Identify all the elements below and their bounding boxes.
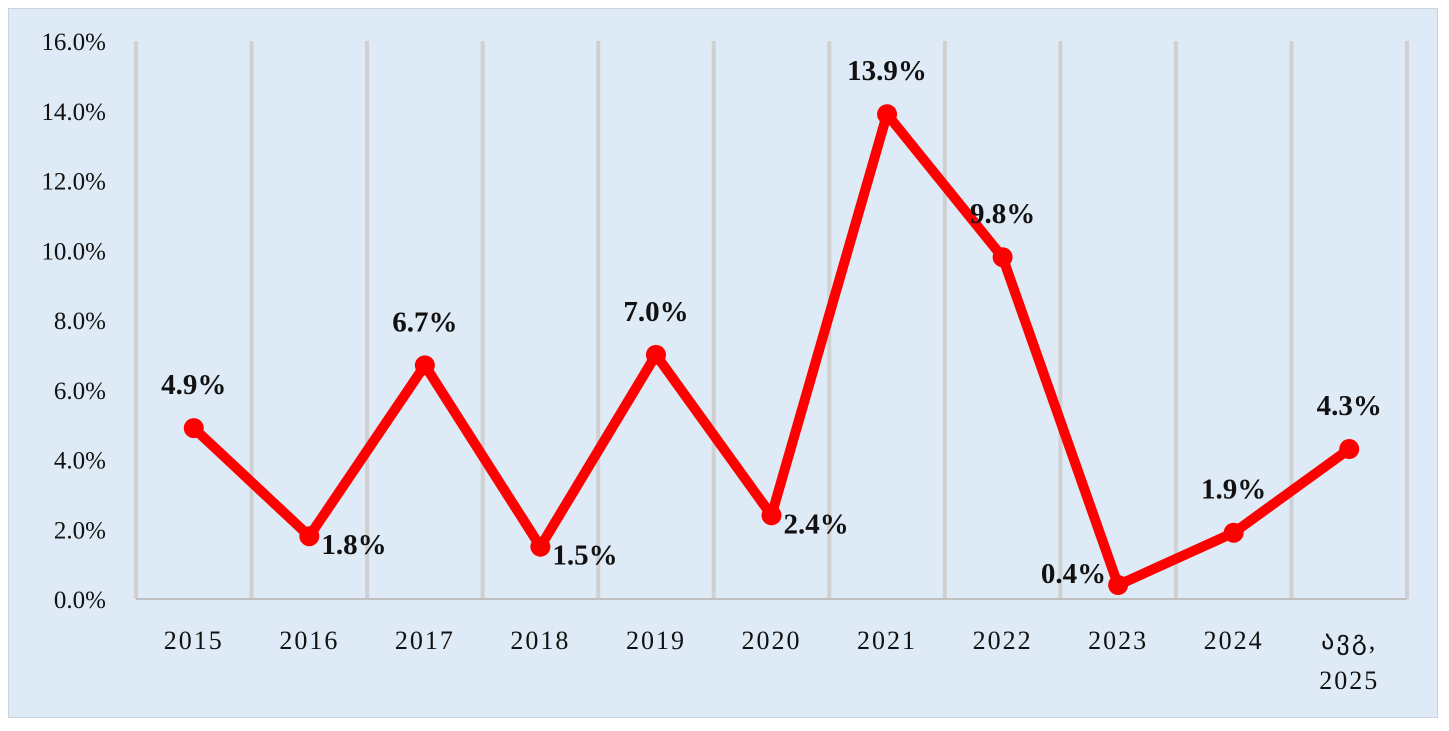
y-tick-label: 10.0% — [41, 238, 106, 265]
data-label: 0.4% — [1041, 558, 1106, 590]
y-tick-label: 2.0% — [54, 517, 106, 544]
data-label: 13.9% — [847, 55, 927, 87]
data-point — [877, 104, 898, 125]
y-tick-label: 6.0% — [54, 378, 106, 405]
data-label: 4.9% — [161, 369, 226, 401]
data-point — [761, 505, 782, 526]
line-chart: 0.0% 2.0% 4.0% 6.0% 8.0% 10.0% 12.0% 14.0% 16.0%… — [41, 29, 1409, 695]
data-point — [183, 418, 204, 439]
x-tick-label: 2025 — [1319, 666, 1379, 695]
data-label: 9.8% — [970, 198, 1035, 230]
x-tick-label: 2018 — [510, 626, 570, 655]
chart-area: 0.0% 2.0% 4.0% 6.0% 8.0% 10.0% 12.0% 14.0% 16.0%… — [8, 8, 1438, 718]
data-labels: 4.9% 1.8% 6.7% 1.5% 7.0% 2.4% 13.9% 9.8% 0.4% 1.9… — [161, 55, 1382, 590]
data-point — [1108, 575, 1129, 596]
data-point — [530, 536, 551, 557]
x-tick-label: 2017 — [395, 626, 455, 655]
data-point — [299, 526, 320, 547]
data-label: 4.3% — [1317, 390, 1382, 422]
y-tick-label: 16.0% — [41, 29, 106, 56]
x-tick-label: 2023 — [1088, 626, 1148, 655]
data-label: 7.0% — [623, 296, 688, 328]
data-label: 2.4% — [784, 508, 849, 540]
data-label: 1.9% — [1201, 474, 1266, 506]
axes: 0.0% 2.0% 4.0% 6.0% 8.0% 10.0% 12.0% 14.0% 16.0%… — [41, 29, 1407, 695]
x-tick-label: 2021 — [857, 626, 917, 655]
gridlines — [134, 41, 1409, 599]
x-tick-label: 2019 — [626, 626, 686, 655]
data-label: 1.5% — [552, 540, 617, 572]
x-tick-label: ავგ, — [1321, 626, 1377, 656]
y-tick-label: 12.0% — [41, 169, 106, 196]
x-tick-label: 2020 — [742, 626, 802, 655]
data-label: 6.7% — [392, 306, 457, 338]
y-tick-label: 4.0% — [54, 448, 106, 475]
x-tick-label: 2024 — [1204, 626, 1264, 655]
data-point — [1223, 522, 1244, 543]
data-point — [992, 247, 1013, 268]
data-series — [183, 104, 1360, 596]
data-point — [645, 344, 666, 365]
y-tick-label: 8.0% — [54, 308, 106, 335]
x-tick-label: 2015 — [164, 626, 224, 655]
data-point — [1339, 439, 1360, 460]
data-label: 1.8% — [321, 529, 386, 561]
y-tick-label: 0.0% — [54, 587, 106, 614]
y-tick-label: 14.0% — [41, 99, 106, 126]
data-point — [414, 355, 435, 376]
x-tick-label: 2016 — [279, 626, 339, 655]
x-tick-label: 2022 — [973, 626, 1033, 655]
